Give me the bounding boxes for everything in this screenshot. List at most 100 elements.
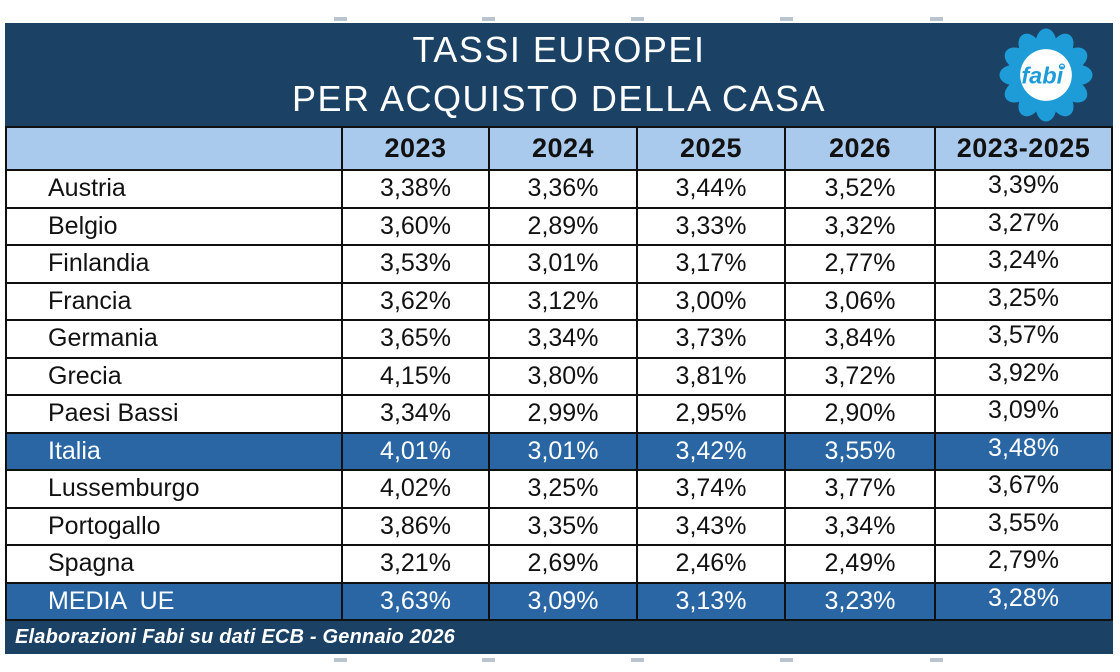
gridline-tick [631,658,644,662]
table-row: Belgio 3,60% 2,89% 3,33% 3,32% 3,27% [5,208,1113,246]
rate-cell: 3,65% [343,321,490,359]
rate-value: 3,32% [824,211,896,240]
rate-value: 3,25% [988,283,1059,312]
rate-value: 3,39% [988,171,1059,200]
rate-cell: 3,33% [638,208,786,246]
rate-cell: 3,34% [343,396,490,434]
rate-value: 2,77% [824,249,896,278]
table-row: MEDIA UE 3,63% 3,09% 3,13% 3,23% 3,28% [5,583,1113,621]
rate-value: 3,77% [824,474,896,503]
country-cell: Germania [5,321,343,359]
rate-cell: 2,79% [936,546,1113,584]
rate-cell: 3,92% [936,358,1113,396]
rate-value: 3,25% [527,474,599,503]
rate-value: 3,52% [824,174,896,203]
rate-cell: 3,34% [786,508,936,546]
rate-cell: 3,13% [638,583,786,621]
rate-value: 3,09% [527,586,599,615]
rate-value: 3,86% [380,511,451,540]
rate-value: 3,17% [675,249,747,278]
rate-cell: 3,06% [786,283,936,321]
rate-value: 3,33% [675,211,747,240]
rate-cell: 3,39% [936,171,1113,209]
rate-value: 3,80% [527,361,599,390]
rate-value: 3,12% [527,286,599,315]
gridline-tick [482,658,495,662]
rate-cell: 3,44% [638,171,786,209]
rate-cell: 3,35% [490,508,638,546]
table-row: Lussemburgo 4,02% 3,25% 3,74% 3,77% 3,67% [5,471,1113,509]
rate-value: 2,49% [824,549,896,578]
rate-cell: 3,23% [786,583,936,621]
footer-bar: Elaborazioni Fabi su dati ECB - Gennaio … [5,621,1113,654]
rate-value: 3,53% [380,249,451,278]
rate-cell: 3,32% [786,208,936,246]
rate-value: 3,38% [380,174,451,203]
rate-cell: 3,84% [786,321,936,359]
rate-value: 2,89% [527,211,599,240]
table-row: Germania 3,65% 3,34% 3,73% 3,84% 3,57% [5,321,1113,359]
rate-cell: 3,09% [936,396,1113,434]
rate-value: 3,55% [824,436,896,465]
rate-value: 4,01% [380,436,451,465]
rate-cell: 4,01% [343,433,490,471]
rate-cell: 3,09% [490,583,638,621]
rate-value: 3,74% [675,474,747,503]
table-row: Austria 3,38% 3,36% 3,44% 3,52% 3,39% [5,171,1113,209]
rate-value: 3,42% [675,436,747,465]
rate-value: 3,34% [380,399,451,428]
page-title-line1: TASSI EUROPEI [412,28,706,70]
rate-cell: 3,43% [638,508,786,546]
rate-value: 3,01% [527,436,599,465]
rate-cell: 2,99% [490,396,638,434]
rates-sheet: TASSI EUROPEI PER ACQUISTO DELLA CASA [5,23,1113,654]
rate-cell: 3,38% [343,171,490,209]
country-cell: Spagna [5,546,343,584]
rate-value: 3,28% [988,583,1059,612]
table-row: Finlandia 3,53% 3,01% 3,17% 2,77% 3,24% [5,246,1113,284]
rate-cell: 3,53% [343,246,490,284]
header-cell-country [5,126,343,171]
table-row: Spagna 3,21% 2,69% 2,46% 2,49% 2,79% [5,546,1113,584]
country-cell: Belgio [5,208,343,246]
rate-cell: 3,48% [936,433,1113,471]
gridline-tick [334,658,347,662]
rate-cell: 3,74% [638,471,786,509]
header-cell-2023: 2023 [343,126,490,171]
rate-cell: 3,80% [490,358,638,396]
rate-value: 3,43% [675,511,747,540]
rate-cell: 3,55% [786,433,936,471]
rate-value: 3,09% [988,396,1059,425]
rate-cell: 3,72% [786,358,936,396]
rate-cell: 3,34% [490,321,638,359]
gridline-tick [482,17,495,21]
country-cell: Austria [5,171,343,209]
rate-cell: 2,46% [638,546,786,584]
rate-cell: 4,15% [343,358,490,396]
rate-value: 3,23% [824,586,896,615]
gridline-tick [334,17,347,21]
rate-value: 4,02% [380,474,451,503]
rate-value: 3,63% [380,586,451,615]
rate-cell: 3,01% [490,433,638,471]
rate-value: 3,60% [380,211,451,240]
rate-value: 3,27% [988,208,1059,237]
rate-value: 2,99% [527,399,599,428]
country-cell: Grecia [5,358,343,396]
fabi-flower-icon: fabi [999,27,1093,122]
page-title-line2: PER ACQUISTO DELLA CASA [291,77,827,119]
rate-value: 3,73% [675,324,747,353]
rate-value: 3,57% [988,321,1059,350]
header-cell-2026: 2026 [786,126,936,171]
gridline-tick [780,658,793,662]
rate-cell: 4,02% [343,471,490,509]
fabi-logo: fabi [999,27,1093,122]
rate-value: 3,01% [527,249,599,278]
rate-value: 3,84% [824,324,896,353]
rate-value: 3,67% [988,471,1059,500]
rate-cell: 3,28% [936,583,1113,621]
rate-value: 3,21% [380,549,451,578]
rate-cell: 3,01% [490,246,638,284]
rate-cell: 3,60% [343,208,490,246]
rate-value: 3,00% [675,286,747,315]
